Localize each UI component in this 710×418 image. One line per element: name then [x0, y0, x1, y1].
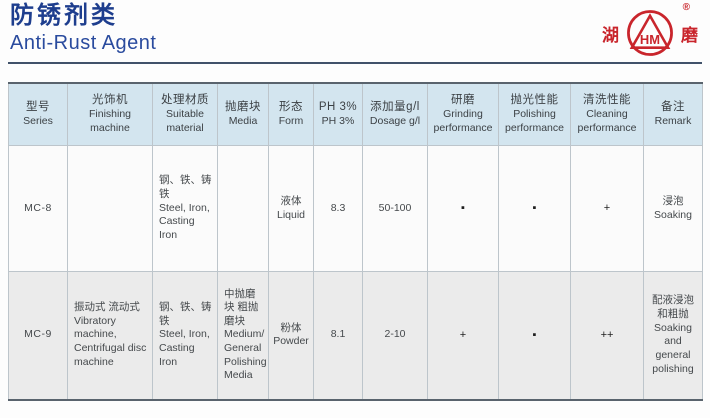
title-divider: [8, 62, 702, 64]
cell-suitable-material: 钢、铁、铸铁 Steel, Iron, Casting Iron: [152, 271, 218, 401]
page-title-en: Anti-Rust Agent: [10, 32, 157, 54]
col-header-grinding: 研磨 Grinding performance: [427, 82, 499, 146]
cell-suitable-material: 钢、铁、铸铁 Steel, Iron, Casting Iron: [152, 145, 218, 272]
cell-finishing-machine: [67, 145, 153, 272]
table-row-mc9: MC-9 振动式 流动式 Vibratory machine, Centrifug…: [8, 271, 703, 401]
cell-series: MC-8: [8, 145, 68, 272]
cell-series: MC-9: [8, 271, 68, 401]
cell-cleaning: ++: [570, 271, 644, 401]
col-header-ph: PH 3% PH 3%: [313, 82, 363, 146]
cell-media: 中抛磨块 粗抛磨块 Medium/ General Polishing Media: [217, 271, 269, 401]
cell-dosage: 50-100: [362, 145, 428, 272]
cell-dosage: 2-10: [362, 271, 428, 401]
col-header-remark: 备注 Remark: [643, 82, 703, 146]
cleaning-rating: +: [603, 202, 611, 215]
cell-remark: 配液浸泡 和粗抛 Soaking and general polishing: [643, 271, 703, 401]
col-header-media: 抛磨块 Media: [217, 82, 269, 146]
cell-form: 液体 Liquid: [268, 145, 314, 272]
grinding-rating: ▪: [461, 202, 465, 215]
col-header-polishing: 抛光性能 Polishing performance: [498, 82, 571, 146]
cell-polishing: ▪: [498, 271, 571, 401]
cell-grinding: +: [427, 271, 499, 401]
col-header-form: 形态 Form: [268, 82, 314, 146]
brand-logo: 湖 HM ® 磨: [602, 2, 698, 58]
col-header-dosage: 添加量g/l Dosage g/l: [362, 82, 428, 146]
cell-media: [217, 145, 269, 272]
header-row: 型号 Series 光饰机 Finishing machine 处理材质 Suitab…: [8, 82, 703, 146]
table-row-mc8: MC-8 钢、铁、铸铁 Steel, Iron, Casting Iron 液体 L…: [8, 145, 703, 272]
hm-emblem-icon: HM ®: [624, 2, 690, 58]
cell-form: 粉体 Powder: [268, 271, 314, 401]
cleaning-rating: ++: [600, 328, 614, 341]
col-header-cleaning: 清洗性能 Cleaning performance: [570, 82, 644, 146]
cell-cleaning: +: [570, 145, 644, 272]
cell-polishing: ▪: [498, 145, 571, 272]
logo-right-char: 磨: [681, 25, 698, 45]
cell-grinding: ▪: [427, 145, 499, 272]
cell-remark: 浸泡 Soaking: [643, 145, 703, 272]
col-header-series: 型号 Series: [8, 82, 68, 146]
logo-left-char: 湖: [602, 25, 619, 45]
table-header: 型号 Series 光饰机 Finishing machine 处理材质 Suitab…: [8, 82, 703, 146]
grinding-rating: +: [459, 328, 467, 341]
col-header-suitable-material: 处理材质 Suitable material: [152, 82, 218, 146]
polishing-rating: ▪: [532, 202, 537, 215]
svg-text:HM: HM: [640, 32, 660, 47]
product-table: 型号 Series 光饰机 Finishing machine 处理材质 Suitab…: [8, 82, 703, 401]
cell-finishing-machine: 振动式 流动式 Vibratory machine, Centrifugal di…: [67, 271, 153, 401]
col-header-finishing-machine: 光饰机 Finishing machine: [67, 82, 153, 146]
polishing-rating: ▪: [532, 328, 537, 341]
page-title-zh: 防锈剂类: [10, 2, 118, 29]
hm-emblem-svg: HM: [627, 10, 673, 56]
cell-ph: 8.3: [313, 145, 363, 272]
registered-trademark-icon: ®: [682, 2, 690, 13]
page-title-block: 防锈剂类 Anti-Rust Agent: [10, 2, 156, 56]
cell-ph: 8.1: [313, 271, 363, 401]
